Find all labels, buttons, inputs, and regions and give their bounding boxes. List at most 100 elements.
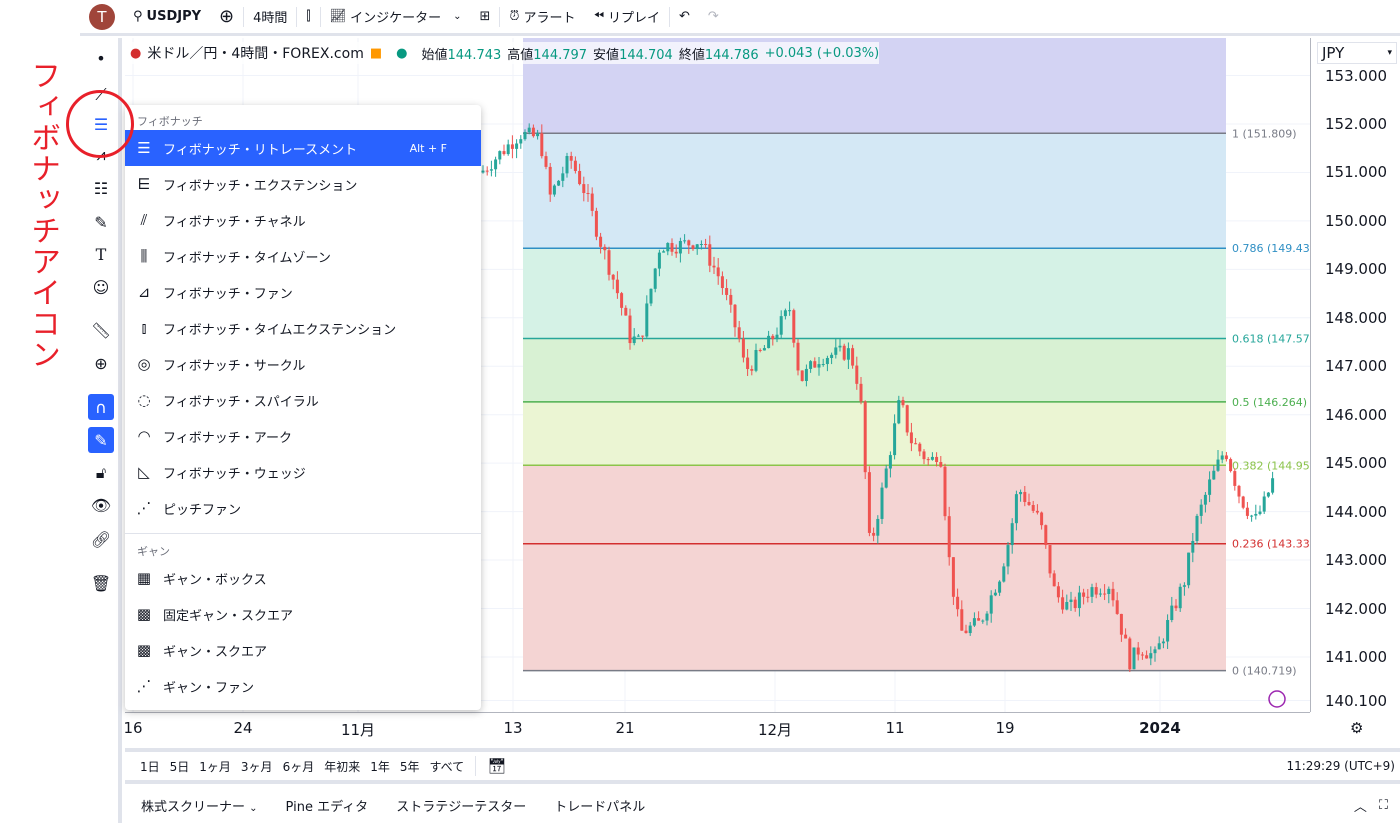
candle-body (552, 185, 556, 195)
menu-item-gann-square-fixed[interactable]: ▩ 固定ギャン・スクエア (125, 596, 481, 632)
measure-tool[interactable]: 📏︎ (88, 317, 114, 343)
menu-item-fib-fan[interactable]: ⊿ フィボナッチ・ファン (125, 274, 481, 310)
range-7[interactable]: 5年 (399, 759, 420, 774)
range-6[interactable]: 1年 (370, 759, 390, 774)
candle-body (670, 243, 674, 252)
user-avatar[interactable]: T (80, 0, 124, 35)
candle-body (1245, 507, 1249, 516)
interval-button[interactable]: 4時間 (253, 11, 288, 26)
price-label: 147.000 (1325, 357, 1388, 376)
range-4[interactable]: 6ヶ月 (282, 759, 315, 774)
bookmark-icon: ■ (369, 45, 383, 61)
currency-select[interactable]: JPY ▾ (1317, 42, 1397, 64)
candle-body (888, 455, 892, 469)
collapse-icon[interactable]: ︿ (1353, 800, 1367, 815)
menu-item-fib-circle[interactable]: ◎ フィボナッチ・サークル (125, 346, 481, 382)
tab-screener[interactable]: 株式スクリーナー ⌄ (141, 800, 258, 815)
candle-body (1035, 510, 1039, 513)
candle-body (691, 245, 695, 250)
candle-body (641, 335, 645, 337)
chart-type-button[interactable]: ⫿ (297, 0, 319, 35)
candle-body (624, 307, 628, 316)
menu-item-fib-wedge[interactable]: ◺ フィボナッチ・ウェッジ (125, 454, 481, 490)
menu-item-fib-retracement[interactable]: ☰ フィボナッチ・リトレースメント Alt + F (125, 130, 481, 166)
hide-tool[interactable]: 👁︎ (88, 492, 114, 518)
candle-body (981, 620, 985, 622)
candle-body (893, 423, 897, 456)
price-axis[interactable]: JPY ▾ 153.000 152.000 151.000 150.000 149.000… (1310, 38, 1400, 712)
range-5[interactable]: 年初来 (324, 759, 361, 774)
candle-body (716, 267, 720, 277)
emoji-tool[interactable]: ☺ (88, 274, 114, 300)
range-2[interactable]: 1ヶ月 (199, 759, 231, 774)
candle-body (540, 133, 544, 157)
symbol-search[interactable]: ⚲ USDJPY (133, 9, 202, 24)
menu-item-pitchfan[interactable]: ⋰ ピッチファン (125, 490, 481, 526)
candle-body (1086, 596, 1090, 598)
candle-body (1212, 470, 1216, 480)
undo-button[interactable]: ↶ (670, 0, 699, 35)
menu-item-fib-time-extension[interactable]: ⫾ フィボナッチ・タイムエクステンション (125, 310, 481, 346)
candle-body (960, 609, 964, 631)
brush-tool[interactable]: ✎ (88, 209, 114, 235)
calendar-icon[interactable]: 📅︎ (487, 757, 507, 775)
cursor-tool[interactable]: • (88, 45, 114, 71)
settings-icon[interactable]: ⚙ (1350, 719, 1364, 737)
tab-pine-editor[interactable]: Pine エディタ (285, 800, 369, 815)
menu-item-fib-spiral[interactable]: ◌ フィボナッチ・スパイラル (125, 382, 481, 418)
alert-button[interactable]: ⏰︎ アラート (509, 9, 576, 26)
replay-button[interactable]: ⏪︎ リプレイ (593, 9, 660, 26)
layout-button[interactable]: ⊞ (471, 0, 500, 35)
menu-item-fib-extension[interactable]: ⋿ フィボナッチ・エクステンション (125, 166, 481, 202)
chart-pane[interactable]: 1 (151.809) 0.786 (149.436) 0.618 (147.573… (125, 38, 1310, 712)
candle-body (1271, 478, 1275, 493)
maximize-icon[interactable]: ⛶ (1378, 798, 1388, 813)
stay-drawing-tool[interactable]: ✎ (88, 427, 114, 453)
link-tool[interactable]: 🔗︎ (88, 526, 114, 552)
candle-body (1073, 599, 1077, 609)
candle-body (897, 400, 901, 424)
delete-tool[interactable]: 🗑︎ (88, 570, 114, 596)
menu-item-fib-channel[interactable]: ⫽ フィボナッチ・チャネル (125, 202, 481, 238)
dot-icon: • (96, 48, 106, 68)
menu-item-fib-arc[interactable]: ◠ フィボナッチ・アーク (125, 418, 481, 454)
tab-strategy-tester[interactable]: ストラテジーテスター (396, 800, 527, 815)
text-tool[interactable]: T (88, 241, 114, 267)
redo-button[interactable]: ↷ (699, 0, 728, 35)
fib-zone (523, 465, 1226, 544)
candle-body (1052, 573, 1056, 587)
menu-item-fib-timezone[interactable]: ⫼ フィボナッチ・タイムゾーン (125, 238, 481, 274)
divider (125, 533, 481, 534)
compare-button[interactable]: ⊕ (210, 0, 243, 35)
lock-tool[interactable]: 🔓︎ (88, 460, 114, 486)
range-8[interactable]: すべて (429, 759, 465, 774)
drawing-toolbar: • ⟋ ☰ ⩘ ☷ ✎ T ☺ 📏︎ ⊕ ∩ ✎ 🔓︎ 👁︎ 🔗︎ 🗑︎ (80, 38, 122, 823)
candle-body (1187, 552, 1191, 586)
fib-extension-icon: ⋿ (137, 175, 151, 193)
candle-body (741, 338, 745, 358)
candle-body (1153, 649, 1157, 654)
candle-body (964, 630, 968, 634)
candle-body (863, 401, 867, 473)
candle-body (695, 244, 699, 250)
zoom-in-icon: ⊕ (94, 353, 108, 373)
candle-body (884, 468, 888, 488)
menu-item-gann-square[interactable]: ▩ ギャン・スクエア (125, 632, 481, 668)
tab-trade-panel[interactable]: トレードパネル (554, 800, 646, 815)
fib-level-label: 0.5 (146.264) (1232, 396, 1307, 409)
time-axis[interactable]: 16 24 11月 13 21 12月 11 19 2024 ⚙ (123, 712, 1363, 742)
candle-body (662, 251, 666, 253)
menu-item-gann-box[interactable]: ▦ ギャン・ボックス (125, 560, 481, 596)
magnet-tool[interactable]: ∩ (88, 394, 114, 420)
candle-body (901, 400, 905, 406)
candle-body (557, 180, 561, 186)
menu-item-gann-fan[interactable]: ⋰ ギャン・ファン (125, 668, 481, 704)
price-chart[interactable]: 1 (151.809) 0.786 (149.436) 0.618 (147.573… (125, 38, 1310, 712)
candle-body (1216, 459, 1220, 471)
indicators-button[interactable]: 📈︎ インジケーター ⌄ (329, 9, 462, 26)
prediction-tool[interactable]: ☷ (88, 175, 114, 201)
range-3[interactable]: 3ヶ月 (240, 759, 273, 774)
zoom-tool[interactable]: ⊕ (88, 350, 114, 376)
range-0[interactable]: 1日 (140, 759, 160, 774)
range-1[interactable]: 5日 (169, 759, 190, 774)
